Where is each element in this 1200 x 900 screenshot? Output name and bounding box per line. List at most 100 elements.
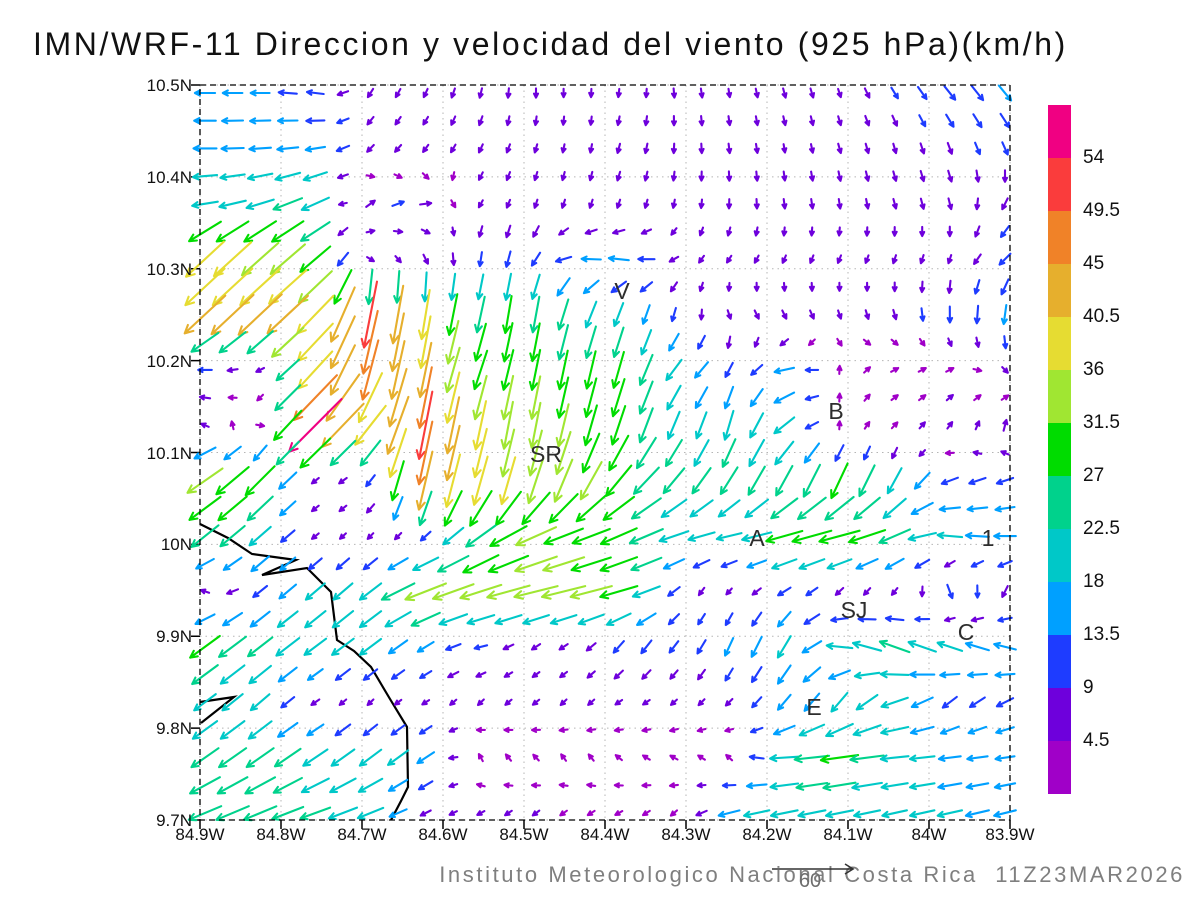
wind-vector-arrow xyxy=(243,220,278,243)
wind-vector-arrow xyxy=(747,465,766,496)
wind-vector-arrow xyxy=(412,556,440,571)
wind-vector-arrow xyxy=(494,614,523,626)
wind-vector-arrow xyxy=(909,725,935,736)
wind-vector-arrow xyxy=(271,805,305,821)
wind-vector-arrow xyxy=(528,401,542,449)
wind-vector-arrow xyxy=(588,170,595,182)
wind-vector-arrow xyxy=(215,466,250,496)
wind-vector-arrow xyxy=(303,637,328,656)
wind-vector-arrow xyxy=(246,172,274,182)
wind-vector-arrow xyxy=(193,89,217,97)
wind-vector-arrow xyxy=(828,669,851,681)
wind-vector-arrow xyxy=(862,338,872,346)
wind-vector-arrow xyxy=(584,228,598,235)
wind-vector-arrow xyxy=(919,142,926,155)
colorbar-segment xyxy=(1048,264,1071,317)
wind-vector-arrow xyxy=(503,726,514,733)
wind-vector-arrow xyxy=(577,613,605,626)
wind-vector-arrow xyxy=(410,611,441,627)
wind-vector-arrow xyxy=(274,384,302,412)
wind-vector-arrow xyxy=(697,334,706,350)
wind-vector-arrow xyxy=(668,332,680,352)
colorbar-tick-label: 31.5 xyxy=(1083,412,1120,433)
wind-vector-arrow xyxy=(994,671,1016,679)
wind-vector-arrow xyxy=(662,558,686,570)
wind-vector-arrow xyxy=(554,430,572,476)
wind-vector-arrow xyxy=(726,226,733,237)
wind-vector-arrow xyxy=(570,556,612,573)
wind-vector-arrow xyxy=(337,200,348,207)
wind-vector-arrow xyxy=(389,284,405,345)
wind-vector-arrow xyxy=(585,642,597,652)
wind-vector-arrow xyxy=(853,809,882,819)
wind-vector-arrow xyxy=(692,559,711,569)
wind-vector-arrow xyxy=(530,726,542,733)
wind-vector-arrow xyxy=(450,252,457,267)
wind-vector-arrow xyxy=(527,429,543,477)
wind-vector-arrow xyxy=(698,142,705,155)
wind-vector-arrow xyxy=(276,610,299,629)
wind-vector-arrow xyxy=(599,527,638,546)
wind-vector-arrow xyxy=(334,668,352,681)
wind-vector-arrow xyxy=(890,86,899,100)
wind-vector-arrow xyxy=(244,776,277,795)
wind-vector-arrow xyxy=(946,305,954,324)
x-tick-label: 84.4W xyxy=(580,825,630,844)
wind-vector-arrow xyxy=(586,809,596,817)
wind-vector-arrow xyxy=(802,666,822,683)
wind-vector-arrow xyxy=(808,143,815,154)
wind-vector-arrow xyxy=(1000,278,1010,296)
wind-vector-arrow xyxy=(726,281,733,292)
wind-vector-arrow xyxy=(477,143,484,154)
wind-vector-arrow xyxy=(753,197,760,210)
wind-vector-arrow xyxy=(726,170,733,182)
wind-vector-arrow xyxy=(362,668,379,681)
wind-vector-arrow xyxy=(751,696,763,709)
wind-vector-arrow xyxy=(477,225,484,238)
wind-vector-arrow xyxy=(919,307,926,322)
wind-vector-arrow xyxy=(450,171,457,182)
wind-vector-arrow xyxy=(185,240,225,278)
wind-vector-arrow xyxy=(504,224,512,239)
wind-vector-arrow xyxy=(445,293,459,336)
wind-vector-arrow xyxy=(489,525,528,547)
wind-vector-arrow xyxy=(245,747,275,769)
wind-vector-arrow xyxy=(366,143,375,153)
wind-vector-arrow xyxy=(533,198,539,209)
wind-vector-arrow xyxy=(329,315,356,370)
wind-vector-arrow xyxy=(723,385,735,410)
wind-vector-arrow xyxy=(774,440,795,466)
wind-vector-arrow xyxy=(475,726,486,733)
wind-vector-arrow xyxy=(200,422,210,429)
wind-vector-arrow xyxy=(781,87,788,99)
station-label: SJ xyxy=(841,597,868,623)
wind-vector-arrow xyxy=(773,366,796,375)
wind-vector-arrow xyxy=(366,698,375,707)
wind-vector-arrow xyxy=(937,754,962,762)
colorbar-segment xyxy=(1048,423,1071,476)
wind-vector-arrow xyxy=(855,558,879,570)
wind-vector-arrow xyxy=(249,89,271,97)
wind-vector-arrow xyxy=(306,668,324,681)
wind-vector-arrow xyxy=(909,809,936,819)
wind-vector-arrow xyxy=(530,782,542,789)
wind-vector-arrow xyxy=(569,585,613,600)
wind-vector-arrow xyxy=(628,528,664,545)
wind-vector-arrow xyxy=(500,349,515,391)
wind-vector-arrow xyxy=(772,724,796,736)
wind-vector-arrow xyxy=(190,524,220,548)
wind-vector-arrow xyxy=(332,582,354,601)
wind-vector-arrow xyxy=(936,809,964,819)
wind-vector-arrow xyxy=(917,367,927,373)
wind-vector-arrow xyxy=(387,639,409,655)
y-tick-label: 10.5N xyxy=(146,76,192,95)
wind-vector-arrow xyxy=(521,491,551,526)
wind-vector-arrow xyxy=(805,586,819,597)
wind-vector-arrow xyxy=(417,288,431,341)
wind-vector-arrow xyxy=(940,476,959,486)
wind-vector-arrow xyxy=(891,114,899,127)
wind-vector-arrow xyxy=(936,531,964,540)
x-tick-label: 84.9W xyxy=(175,825,225,844)
wind-vector-arrow xyxy=(751,611,763,627)
wind-vector-arrow xyxy=(443,453,462,508)
